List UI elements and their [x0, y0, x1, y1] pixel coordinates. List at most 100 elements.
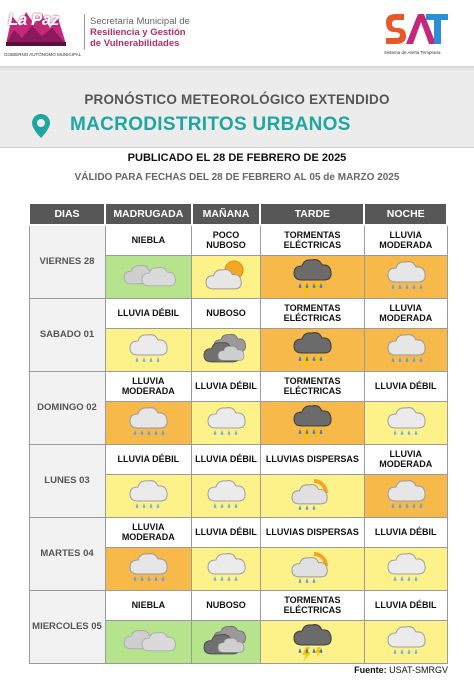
sat-logo-sub: Sistema de Alerta Temprana	[384, 50, 441, 55]
forecast-icon-cell	[259, 473, 365, 518]
light-rain-icon	[129, 479, 168, 508]
table-header-row: DIAS MADRUGADA MAÑANA TARDE NOCHE	[28, 202, 448, 226]
source-note: Fuente: USAT-SMRGV	[354, 665, 448, 675]
table-row-icons	[29, 327, 448, 372]
forecast-label: LLUVIA MODERADA	[104, 370, 193, 402]
cloudy-icon	[203, 333, 246, 362]
scattered-rain-icon	[291, 478, 329, 510]
partly-cloudy-icon	[205, 260, 244, 289]
cloudy-icon	[203, 625, 246, 654]
day-cell: VIERNES 28	[28, 224, 106, 299]
forecast-icon-cell	[191, 619, 261, 664]
table-row: VIERNES 28 NIEBLA POCO NUBOSO TORMENTAS ELÉ…	[28, 224, 448, 299]
forecast-icon-cell	[363, 400, 448, 445]
forecast-icon-cell	[104, 546, 193, 591]
forecast-icon-cell	[104, 619, 193, 664]
forecast-label: TORMENTAS ELÉCTRICAS	[259, 370, 365, 402]
forecast-icon-cell	[191, 473, 261, 518]
table-row: LUNES 03 LLUVIA DÉBIL LLUVIA DÉBIL LLUVIAS …	[28, 443, 448, 518]
forecast-label: NIEBLA	[104, 589, 193, 621]
forecast-label: TORMENTAS ELÉCTRICAS	[259, 297, 365, 329]
thunderstorm-icon	[293, 331, 332, 370]
title-block: PRONÓSTICO METEOROLÓGICO EXTENDIDO MACRO…	[0, 72, 474, 148]
forecast-label: POCO NUBOSO	[191, 224, 261, 256]
table-row: SABADO 01 LLUVIA DÉBIL NUBOSO TORMENTAS ELÉ…	[28, 297, 448, 372]
day-cell: MARTES 04	[28, 516, 106, 591]
forecast-label: LLUVIA MODERADA	[363, 224, 448, 256]
header: La Paz GOBIERNO AUTÓNOMO MUNICIPAL Secre…	[0, 0, 474, 66]
forecast-label: LLUVIAS DISPERSAS	[259, 516, 365, 548]
forecast-icon-cell	[259, 254, 365, 299]
forecast-icon-cell	[191, 400, 261, 445]
forecast-label: LLUVIA DÉBIL	[363, 370, 448, 402]
light-rain-icon	[207, 552, 246, 581]
location-pin-icon	[32, 114, 50, 138]
source-label: Fuente:	[354, 665, 387, 675]
light-rain-icon	[387, 625, 426, 654]
light-rain-icon	[207, 479, 246, 508]
forecast-label: LLUVIA DÉBIL	[191, 516, 261, 548]
forecast-label: TORMENTAS ELÉCTRICAS	[259, 224, 365, 256]
light-rain-icon	[207, 406, 246, 435]
forecast-label: LLUVIA DÉBIL	[191, 370, 261, 402]
fog-icon	[123, 264, 177, 286]
forecast-icon-cell	[104, 473, 193, 518]
day-cell: SABADO 01	[28, 297, 106, 372]
forecast-icon-cell	[191, 327, 261, 372]
forecast-label: LLUVIA DÉBIL	[104, 443, 193, 475]
forecast-label: LLUVIA MODERADA	[104, 516, 193, 548]
forecast-icon-cell	[104, 327, 193, 372]
rain-icon	[129, 406, 168, 435]
forecast-label: NUBOSO	[191, 589, 261, 621]
forecast-label: LLUVIA DÉBIL	[363, 589, 448, 621]
valid-range: VÁLIDO PARA FECHAS DEL 28 DE FEBRERO AL …	[74, 172, 400, 183]
table-row-icons	[29, 254, 448, 299]
forecast-icon-cell	[259, 619, 365, 664]
forecast-label: LLUVIA DÉBIL	[363, 516, 448, 548]
secretaria-line3: de Vulnerabilidades	[90, 38, 180, 49]
rain-icon	[129, 552, 168, 581]
rain-icon	[387, 479, 426, 508]
table-row-icons	[29, 619, 448, 664]
sat-logo-graphic	[386, 14, 448, 44]
forecast-label: NUBOSO	[191, 297, 261, 329]
forecast-icon-cell	[363, 546, 448, 591]
day-cell: DOMINGO 02	[28, 370, 106, 445]
forecast-label: LLUVIA DÉBIL	[104, 297, 193, 329]
day-cell: MIERCOLES 05	[28, 589, 106, 664]
forecast-icon-cell	[259, 546, 365, 591]
header-tarde: TARDE	[259, 202, 366, 226]
thunderstorm-icon	[293, 404, 332, 443]
page-subtitle: MACRODISTRITOS URBANOS	[70, 114, 351, 135]
table-row: DOMINGO 02 LLUVIA MODERADA LLUVIA DÉBIL TOR…	[28, 370, 448, 445]
forecast-icon-cell	[363, 327, 448, 372]
secretaria-line2: Resiliencia y Gestión	[90, 27, 186, 38]
forecast-icon-cell	[104, 254, 193, 299]
forecast-icon-cell	[363, 619, 448, 664]
header-manana: MAÑANA	[190, 202, 262, 226]
sat-logo: Sistema de Alerta Temprana	[380, 10, 450, 56]
header-noche: NOCHE	[363, 202, 448, 226]
source-value: USAT-SMRGV	[389, 665, 448, 675]
forecast-icon-cell	[363, 473, 448, 518]
fog-icon	[123, 629, 177, 651]
page-title: PRONÓSTICO METEOROLÓGICO EXTENDIDO	[84, 92, 390, 107]
lapaz-logo: La Paz GOBIERNO AUTÓNOMO MUNICIPAL	[4, 8, 81, 57]
forecast-table: DIAS MADRUGADA MAÑANA TARDE NOCHE VIERNE…	[28, 202, 448, 664]
header-dias: DIAS	[28, 202, 106, 226]
forecast-label: LLUVIAS DISPERSAS	[259, 443, 365, 475]
table-row: MIERCOLES 05 NIEBLA NUBOSO TORMENTAS ELÉCTR…	[28, 589, 448, 664]
forecast-label: LLUVIA MODERADA	[363, 443, 448, 475]
forecast-icon-cell	[259, 327, 365, 372]
published-date: PUBLICADO EL 28 DE FEBRERO DE 2025	[127, 152, 347, 164]
day-cell: LUNES 03	[28, 443, 106, 518]
secretaria-line1: Secretaría Municipal de	[90, 16, 190, 27]
forecast-label: LLUVIA DÉBIL	[191, 443, 261, 475]
forecast-icon-cell	[104, 400, 193, 445]
lapaz-logo-graphic	[6, 12, 66, 46]
thunderstorm-icon	[293, 258, 332, 297]
light-rain-icon	[387, 406, 426, 435]
forecast-label: TORMENTAS ELÉCTRICAS	[259, 589, 365, 621]
header-line	[0, 66, 474, 72]
